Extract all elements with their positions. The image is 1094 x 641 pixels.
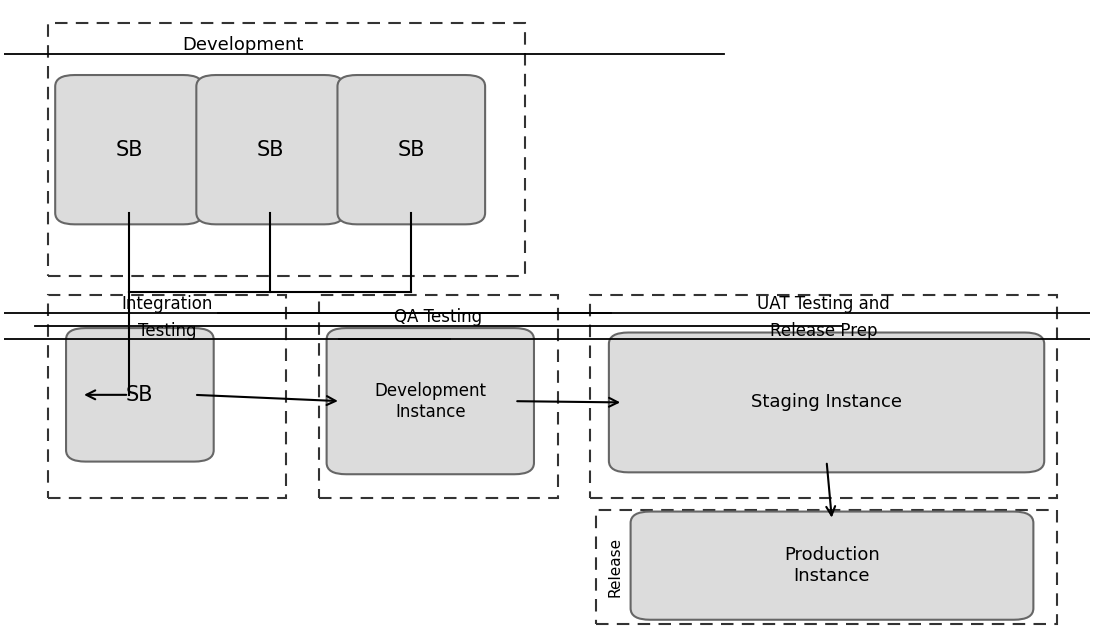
Text: SB: SB (126, 385, 153, 405)
FancyBboxPatch shape (630, 512, 1034, 620)
Text: Testing: Testing (138, 322, 196, 340)
Text: Integration: Integration (121, 295, 212, 313)
FancyBboxPatch shape (55, 75, 202, 224)
Text: Production
Instance: Production Instance (784, 546, 880, 585)
Text: SB: SB (115, 140, 143, 160)
FancyBboxPatch shape (196, 75, 344, 224)
Text: SB: SB (397, 140, 426, 160)
Text: QA Testing: QA Testing (394, 308, 482, 326)
FancyBboxPatch shape (327, 328, 534, 474)
Text: Development
Instance: Development Instance (374, 382, 487, 420)
FancyBboxPatch shape (66, 328, 213, 462)
Text: Release: Release (608, 537, 622, 597)
Text: Release Prep: Release Prep (770, 322, 877, 340)
Text: Staging Instance: Staging Instance (752, 394, 903, 412)
Text: SB: SB (256, 140, 284, 160)
FancyBboxPatch shape (337, 75, 485, 224)
Text: Development: Development (183, 37, 304, 54)
FancyBboxPatch shape (609, 333, 1045, 472)
Text: UAT Testing and: UAT Testing and (757, 295, 891, 313)
